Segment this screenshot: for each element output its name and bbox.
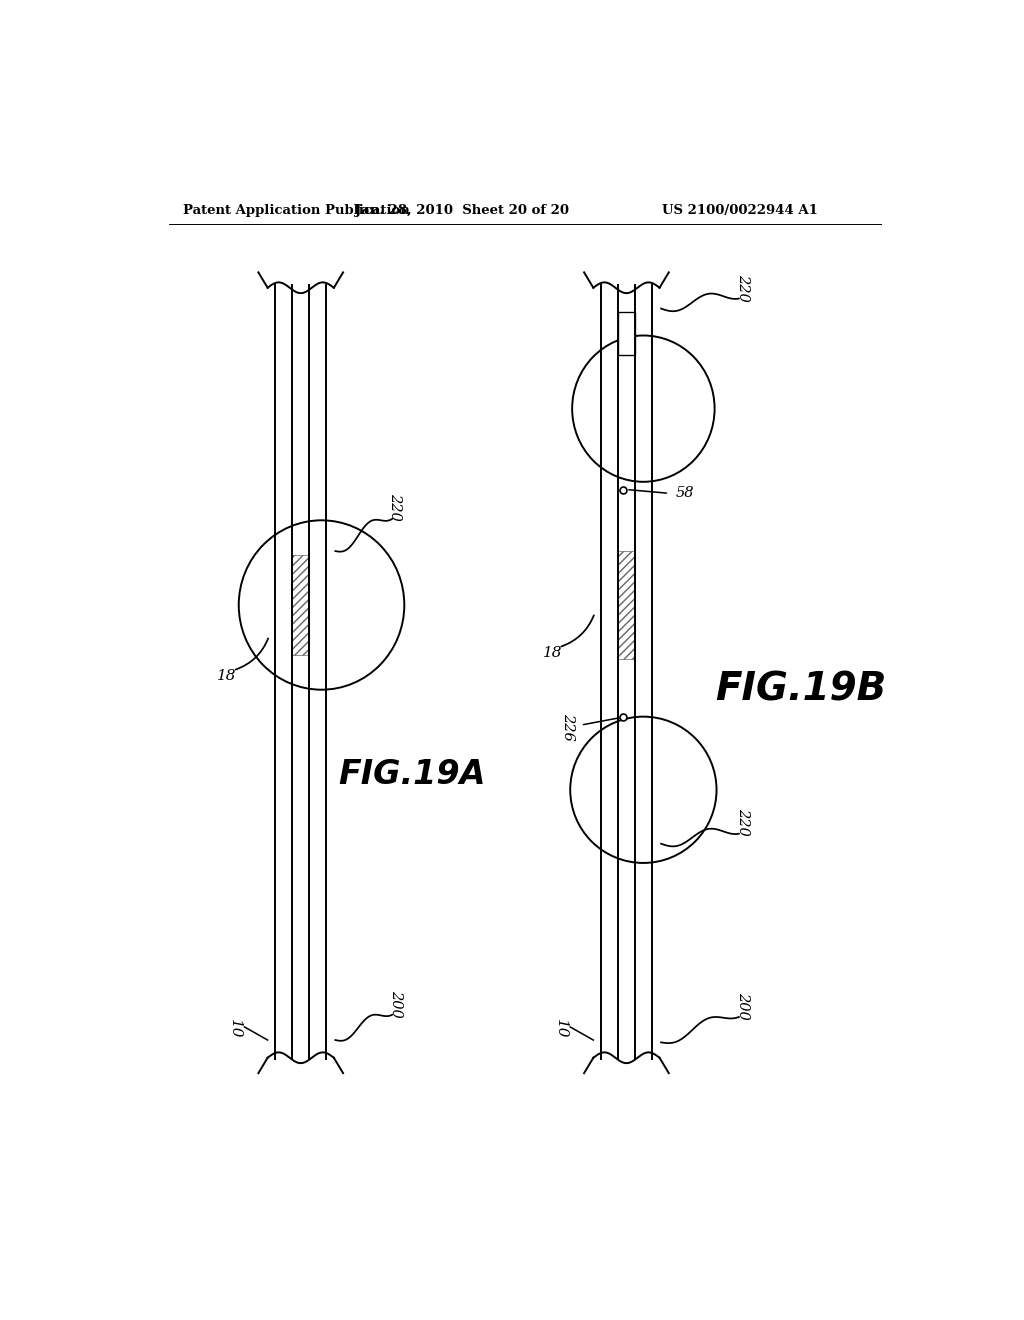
Text: 220: 220 bbox=[736, 273, 751, 302]
Text: US 2100/0022944 A1: US 2100/0022944 A1 bbox=[662, 205, 818, 218]
Text: 18: 18 bbox=[217, 669, 237, 682]
Text: Patent Application Publication: Patent Application Publication bbox=[183, 205, 410, 218]
Bar bbox=[292, 554, 309, 655]
Bar bbox=[617, 313, 635, 355]
Text: 58: 58 bbox=[676, 486, 694, 500]
Text: 10: 10 bbox=[554, 1019, 568, 1039]
Text: 10: 10 bbox=[228, 1019, 243, 1039]
Text: 200: 200 bbox=[389, 990, 403, 1018]
Text: Jan. 28, 2010  Sheet 20 of 20: Jan. 28, 2010 Sheet 20 of 20 bbox=[354, 205, 568, 218]
Text: FIG.19B: FIG.19B bbox=[715, 671, 886, 709]
Text: 226: 226 bbox=[561, 713, 575, 741]
Text: 200: 200 bbox=[735, 991, 750, 1019]
Bar bbox=[617, 552, 635, 659]
Text: 220: 220 bbox=[736, 808, 751, 836]
Text: 220: 220 bbox=[388, 492, 402, 520]
Text: FIG.19A: FIG.19A bbox=[338, 758, 485, 791]
Text: 18: 18 bbox=[543, 645, 562, 660]
